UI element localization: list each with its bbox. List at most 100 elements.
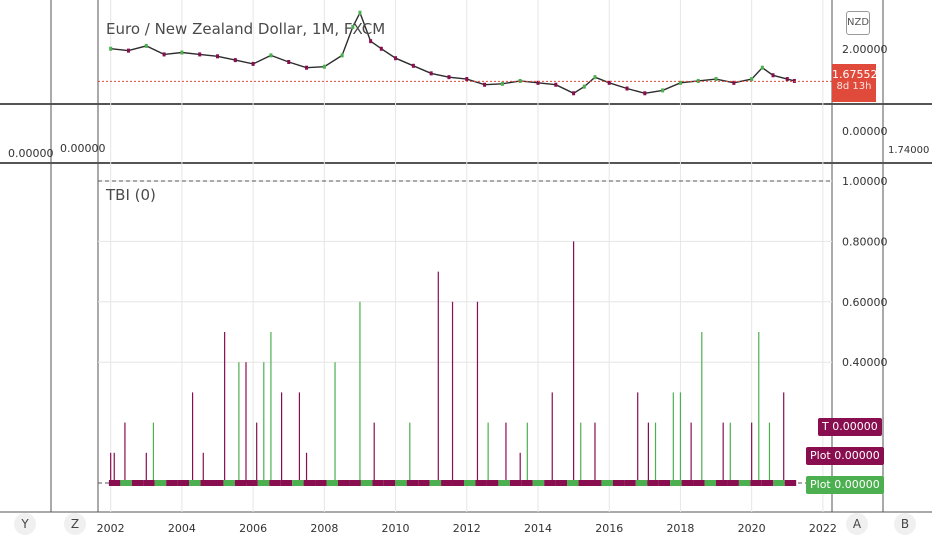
grid	[98, 0, 832, 512]
tbi-baseline-segment	[143, 480, 155, 486]
tbi-baseline-segment	[509, 480, 522, 486]
tbi-baseline-segment	[761, 480, 774, 486]
time-tick-label: 2022	[809, 522, 837, 535]
tbi-baseline-segment	[624, 480, 636, 486]
b-axis-button[interactable]: B	[894, 513, 916, 535]
price-candle	[109, 46, 113, 51]
price-candle	[785, 77, 789, 82]
tbi-baseline-segment	[292, 480, 304, 486]
price-candle	[518, 78, 522, 83]
indicator-tick-label: 0.40000	[842, 356, 888, 369]
tbi-baseline-segment	[177, 480, 190, 486]
time-tick-label: 2006	[239, 522, 267, 535]
tbi-baseline-segment	[372, 480, 384, 486]
price-candle	[572, 91, 576, 96]
price-candle	[500, 81, 504, 86]
price-candle	[233, 58, 237, 63]
price-candle	[750, 77, 754, 82]
indicator-tag-label: Plot	[810, 449, 835, 462]
tbi-baseline-segment	[406, 480, 419, 486]
indicator-bars	[108, 241, 797, 486]
time-axis-labels: 2002 2004 2006 2008 2010 2012 2014 2016 2018 2020…	[97, 522, 837, 535]
time-tick-label: 2008	[310, 522, 338, 535]
price-candle	[340, 53, 344, 58]
left-corner-value-2: 0.00000	[60, 142, 106, 155]
tbi-baseline-segment	[200, 480, 212, 486]
indicator-tag-value: 0.00000	[832, 420, 878, 433]
a-axis-button[interactable]: A	[846, 513, 868, 535]
time-tick-label: 2016	[595, 522, 623, 535]
tbi-baseline-segment	[567, 480, 579, 486]
price-candle	[582, 84, 586, 89]
price-candle	[411, 63, 415, 68]
tbi-baseline-segment	[234, 480, 247, 486]
tbi-baseline-segment	[418, 480, 430, 486]
tbi-baseline-segment	[303, 480, 316, 486]
tbi-baseline-segment	[269, 480, 281, 486]
tbi-baseline-segment	[108, 480, 121, 486]
mid-pane-tick-label: 0.00000	[842, 125, 888, 138]
price-candle	[322, 64, 326, 69]
tbi-baseline-segment	[166, 480, 178, 486]
time-tick-label: 2002	[97, 522, 125, 535]
time-tick-label: 2018	[666, 522, 694, 535]
indicator-title[interactable]: TBI (0)	[106, 186, 156, 204]
symbol-title[interactable]: Euro / New Zealand Dollar, 1M, FXCM	[106, 20, 386, 38]
price-candle	[593, 75, 597, 80]
tbi-baseline-segment	[120, 480, 132, 486]
price-candle	[126, 48, 130, 53]
tbi-baseline-segment	[154, 480, 167, 486]
tbi-baseline-segment	[784, 480, 797, 486]
time-tick-label: 2020	[738, 522, 766, 535]
tbi-baseline-segment	[360, 480, 373, 486]
price-candle	[465, 77, 469, 82]
tbi-baseline-segment	[727, 480, 739, 486]
price-candle	[771, 73, 775, 78]
tbi-baseline-segment	[498, 480, 510, 486]
indicator-tag-value: 0.00000	[834, 449, 880, 462]
tbi-baseline-segment	[486, 480, 499, 486]
y-axis-button[interactable]: Y	[14, 513, 36, 535]
z-axis-button[interactable]: Z	[64, 513, 86, 535]
price-tick-label: 2.00000	[842, 43, 888, 56]
currency-button[interactable]: NZD	[846, 11, 870, 35]
tbi-baseline-segment	[475, 480, 487, 486]
tbi-baseline-segment	[326, 480, 338, 486]
indicator-scale-labels: 0.40000 0.60000 0.80000 1.00000	[842, 175, 888, 369]
indicator-tag: T 0.00000	[818, 418, 882, 436]
tbi-baseline-segment	[395, 480, 407, 486]
price-candle	[358, 10, 362, 15]
price-candle	[180, 50, 184, 55]
price-candle	[661, 88, 665, 93]
time-tick-label: 2004	[168, 522, 196, 535]
price-candle	[216, 54, 220, 59]
tbi-baseline-segment	[246, 480, 258, 486]
price-series	[98, 10, 832, 96]
tbi-baseline-segment	[647, 480, 659, 486]
tbi-baseline-segment	[532, 480, 545, 486]
price-candle	[447, 75, 451, 80]
indicator-tag-label: T	[822, 420, 833, 433]
price-candle	[287, 60, 291, 64]
tbi-baseline-segment	[383, 480, 396, 486]
time-tick-label: 2014	[524, 522, 552, 535]
indicator-tag-value: 0.00000	[834, 478, 880, 491]
tbi-baseline-segment	[315, 480, 327, 486]
tbi-baseline-segment	[211, 480, 224, 486]
price-candle	[714, 77, 718, 82]
tbi-baseline-segment	[189, 480, 201, 486]
price-candle	[643, 91, 647, 96]
tbi-baseline-segment	[635, 480, 648, 486]
price-candle	[429, 71, 433, 76]
price-candle	[732, 80, 736, 85]
tbi-baseline-segment	[463, 480, 476, 486]
indicator-tick-label: 0.60000	[842, 296, 888, 309]
tbi-baseline-segment	[441, 480, 453, 486]
indicator-tag: Plot 0.00000	[806, 476, 884, 494]
price-candle	[379, 46, 383, 51]
tbi-baseline-segment	[704, 480, 716, 486]
tbi-baseline-segment	[715, 480, 728, 486]
right-mid-value: 1.74000	[888, 145, 929, 156]
left-corner-value-1: 0.00000	[8, 147, 54, 160]
indicator-tag: Plot 0.00000	[806, 447, 884, 465]
